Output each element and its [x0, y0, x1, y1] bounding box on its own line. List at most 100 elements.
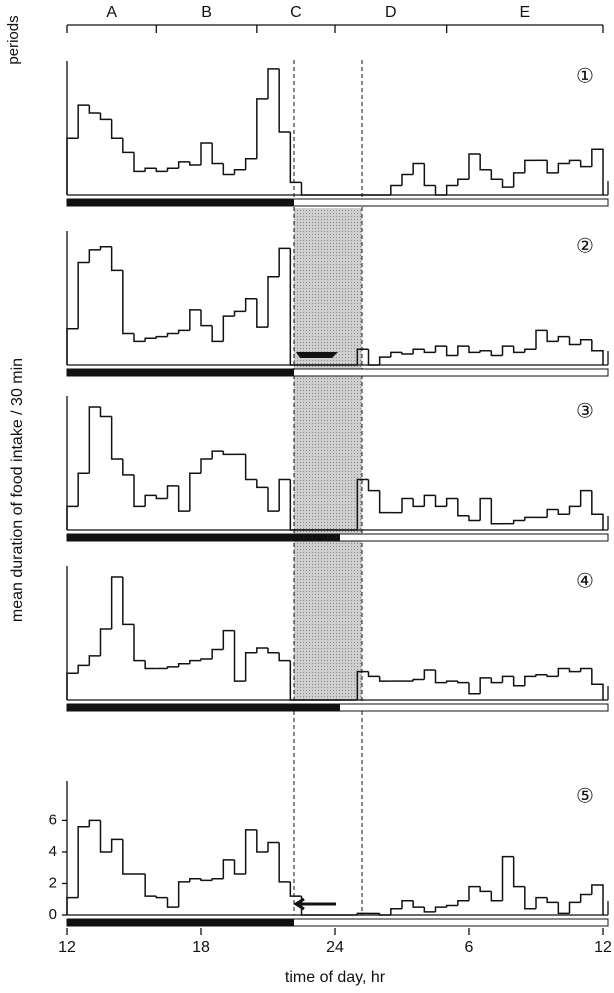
- step-bin: [222, 163, 235, 176]
- step-bin: [579, 160, 592, 168]
- step-bin: [535, 674, 548, 677]
- step-bin: [579, 339, 592, 345]
- step-bin: [468, 153, 481, 180]
- step-bin: [177, 161, 190, 169]
- step-bin: [66, 137, 79, 195]
- step-bin: [468, 682, 481, 695]
- x-tick-label: 24: [326, 939, 344, 956]
- step-bin: [390, 184, 402, 195]
- step-bin: [490, 350, 503, 357]
- step-bin: [122, 459, 134, 476]
- step-bin: [189, 472, 201, 512]
- panel-label: ③: [576, 400, 594, 422]
- step-bin: [144, 337, 157, 342]
- period-label: B: [201, 4, 212, 21]
- period-label: A: [106, 4, 117, 21]
- step-bin: [177, 329, 190, 334]
- step-bin: [222, 859, 235, 879]
- step-bin: [189, 659, 201, 664]
- step-bin: [579, 893, 592, 903]
- step-bin: [110, 576, 123, 630]
- step-bin: [177, 662, 190, 667]
- step-bin: [378, 913, 391, 916]
- step-bin: [177, 485, 190, 512]
- step-bin: [367, 479, 380, 492]
- step-bin: [289, 660, 302, 701]
- step-bin: [479, 886, 492, 893]
- step-bin: [512, 856, 525, 888]
- dark-bar: [67, 919, 294, 926]
- step-bin: [501, 675, 514, 683]
- step-bin: [200, 309, 213, 327]
- step-bin: [99, 628, 112, 656]
- step-bin: [356, 670, 369, 700]
- step-bin: [568, 159, 581, 164]
- step-bin: [211, 142, 224, 165]
- step-bin: [524, 516, 536, 521]
- step-bin: [189, 877, 201, 882]
- step-bin: [591, 490, 604, 530]
- step-bin: [557, 667, 570, 677]
- step-bin: [122, 138, 134, 154]
- step-bin: [211, 325, 224, 343]
- step-bin: [557, 509, 570, 515]
- step-bin: [434, 185, 447, 196]
- step-bin: [267, 841, 280, 852]
- step-bin: [66, 896, 79, 915]
- step-bin: [99, 113, 112, 121]
- step-bin: [267, 647, 280, 654]
- step-bin: [390, 907, 402, 915]
- step-bin: [468, 515, 481, 522]
- step-bin: [200, 878, 213, 882]
- step-bin: [390, 351, 402, 358]
- panel-label: ④: [576, 570, 594, 592]
- step-bin: [66, 505, 79, 530]
- step-bin: [267, 68, 280, 99]
- step-bin: [591, 339, 604, 365]
- step-bin: [468, 885, 481, 901]
- step-bin: [110, 246, 123, 272]
- step-bin: [457, 498, 469, 517]
- x-tick-label: 12: [58, 939, 76, 956]
- step-bin: [356, 478, 369, 530]
- step-bin: [423, 669, 436, 680]
- step-bin: [401, 900, 414, 909]
- step-bin: [445, 904, 458, 908]
- step-bin: [557, 902, 570, 915]
- step-bin: [211, 877, 224, 881]
- step-bin: [546, 330, 559, 343]
- step-bin: [155, 495, 168, 500]
- step-bin: [501, 345, 514, 356]
- step-bin: [278, 68, 291, 133]
- step-bin: [412, 900, 425, 908]
- step-bin: [445, 346, 458, 357]
- step-bin: [144, 167, 157, 172]
- step-bin: [457, 178, 469, 186]
- step-bin: [200, 658, 213, 661]
- step-bin: [166, 167, 179, 172]
- step-bin: [99, 246, 112, 250]
- y-tick-label: 4: [49, 843, 57, 860]
- step-bin: [166, 485, 179, 499]
- step-bin: [144, 874, 157, 897]
- step-bin: [557, 335, 570, 342]
- step-bin: [412, 162, 425, 175]
- step-bin: [423, 907, 436, 913]
- step-bin: [110, 838, 123, 852]
- step-bin: [579, 667, 592, 672]
- step-bin: [133, 152, 146, 173]
- x-tick-label: 18: [192, 939, 210, 956]
- step-bin: [233, 310, 246, 317]
- step-bin: [524, 675, 536, 686]
- step-bin: [289, 881, 302, 897]
- step-bin: [144, 494, 157, 507]
- step-bin: [300, 896, 313, 916]
- step-bin: [479, 497, 492, 521]
- panel-label: ⑤: [576, 785, 594, 807]
- step-bin: [133, 333, 146, 343]
- step-bin: [166, 666, 179, 669]
- step-bin: [244, 298, 257, 312]
- step-bin: [256, 98, 268, 159]
- step-bin: [66, 672, 79, 700]
- step-bin: [88, 249, 101, 263]
